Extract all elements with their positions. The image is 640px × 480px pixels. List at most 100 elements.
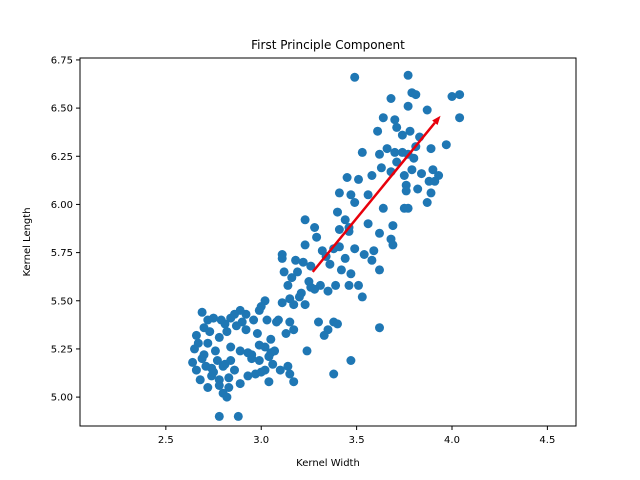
data-point <box>218 361 228 371</box>
x-axis-label: Kernel Width <box>296 458 360 469</box>
data-point <box>373 126 383 136</box>
data-point <box>190 344 199 354</box>
data-point <box>210 346 220 356</box>
data-point <box>319 330 329 340</box>
data-point <box>367 171 377 180</box>
data-point <box>357 147 367 157</box>
data-point <box>369 246 379 256</box>
data-point <box>235 379 245 389</box>
data-point <box>388 221 398 231</box>
data-point <box>300 300 310 310</box>
data-point <box>230 309 239 319</box>
y-tick-label: 5.50 <box>51 296 73 307</box>
data-point <box>291 255 301 265</box>
data-point <box>340 253 350 263</box>
data-point <box>310 284 320 294</box>
data-point <box>333 207 342 217</box>
x-tick-label: 4.0 <box>444 435 460 446</box>
data-point <box>325 259 335 269</box>
data-point <box>405 126 415 136</box>
data-point <box>417 169 426 179</box>
data-point <box>422 105 432 115</box>
plot-frame <box>79 57 577 427</box>
data-point <box>346 190 356 200</box>
data-point <box>430 176 440 186</box>
data-point <box>399 171 409 180</box>
data-point <box>289 300 299 310</box>
data-point <box>403 70 413 80</box>
data-point <box>191 330 201 340</box>
data-point <box>268 359 278 369</box>
data-point <box>413 184 423 194</box>
data-point <box>401 186 411 196</box>
data-point <box>428 165 438 175</box>
points-layer <box>188 70 465 421</box>
data-point <box>212 356 222 365</box>
data-point <box>205 327 215 337</box>
data-point <box>235 346 245 356</box>
data-point <box>272 317 281 327</box>
data-point <box>275 365 285 375</box>
data-point <box>342 173 352 182</box>
data-point <box>375 265 384 275</box>
y-tick-label: 5.75 <box>51 248 73 259</box>
data-point <box>447 92 457 101</box>
x-tick-label: 3.0 <box>253 435 269 446</box>
data-point <box>231 321 241 331</box>
y-tick-label: 6.75 <box>51 55 73 66</box>
data-point <box>300 240 310 250</box>
data-point <box>300 215 310 225</box>
chart-title: First Principle Component <box>251 38 405 52</box>
data-point <box>334 188 344 198</box>
data-point <box>354 174 363 184</box>
data-point <box>455 113 465 123</box>
data-point <box>226 342 236 352</box>
data-point <box>203 383 213 392</box>
data-point <box>214 332 224 342</box>
data-point <box>375 228 384 238</box>
data-point <box>350 72 360 82</box>
data-point <box>346 356 356 365</box>
data-point <box>334 242 344 252</box>
data-point <box>254 305 264 315</box>
data-point <box>262 315 272 325</box>
y-tick-label: 5.00 <box>51 393 73 404</box>
x-tick-label: 4.5 <box>539 435 555 446</box>
data-point <box>390 115 400 125</box>
data-point <box>277 298 287 308</box>
data-point <box>333 319 342 329</box>
data-point <box>411 90 421 100</box>
data-point <box>289 377 299 387</box>
data-point <box>422 198 432 207</box>
data-point <box>254 356 264 365</box>
data-point <box>298 257 308 267</box>
principal-component-arrow-head <box>432 115 441 125</box>
data-point <box>233 411 243 421</box>
arrow-layer <box>311 115 441 273</box>
data-point <box>203 315 213 325</box>
data-point <box>392 122 402 132</box>
data-point <box>382 144 392 154</box>
data-point <box>188 357 198 367</box>
x-tick-label: 3.5 <box>349 435 365 446</box>
data-point <box>247 350 257 360</box>
data-point <box>388 240 398 250</box>
data-point <box>283 280 293 290</box>
data-point <box>403 101 413 111</box>
data-point <box>224 383 234 392</box>
data-point <box>226 356 236 365</box>
data-point <box>397 130 407 140</box>
data-point <box>214 381 224 390</box>
data-point <box>214 411 224 421</box>
data-point <box>294 292 304 302</box>
data-point <box>302 346 312 356</box>
data-point <box>264 377 274 387</box>
data-point <box>203 338 213 348</box>
data-point <box>367 255 377 265</box>
data-point <box>426 144 436 154</box>
data-point <box>293 267 302 277</box>
data-point <box>375 323 384 333</box>
y-tick-label: 6.25 <box>51 152 73 163</box>
data-point <box>378 203 388 213</box>
